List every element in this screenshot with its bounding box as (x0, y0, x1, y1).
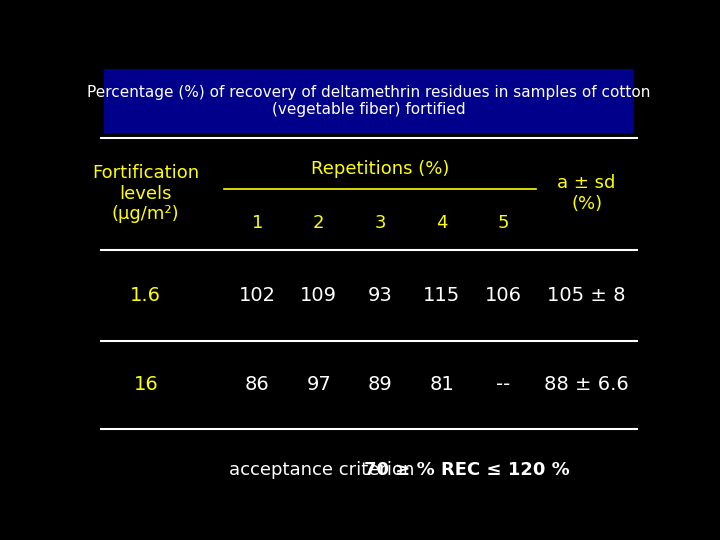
Text: --: -- (496, 375, 510, 394)
Text: 105 ± 8: 105 ± 8 (547, 286, 626, 305)
Text: 88 ± 6.6: 88 ± 6.6 (544, 375, 629, 394)
Text: 93: 93 (368, 286, 392, 305)
Text: 89: 89 (368, 375, 392, 394)
Text: acceptance criterion: acceptance criterion (229, 461, 420, 479)
Text: 2: 2 (313, 214, 325, 232)
Text: 97: 97 (307, 375, 331, 394)
Text: a ± sd
(%): a ± sd (%) (557, 174, 616, 213)
Text: 5: 5 (498, 214, 508, 232)
Text: Repetitions (%): Repetitions (%) (311, 160, 449, 178)
Text: 106: 106 (485, 286, 521, 305)
Text: 3: 3 (374, 214, 386, 232)
Text: Percentage (%) of recovery of deltamethrin residues in samples of cotton
(vegeta: Percentage (%) of recovery of deltamethr… (87, 85, 651, 117)
Text: 4: 4 (436, 214, 447, 232)
Text: 109: 109 (300, 286, 337, 305)
Text: 16: 16 (133, 375, 158, 394)
Text: 102: 102 (239, 286, 276, 305)
Text: 1.6: 1.6 (130, 286, 161, 305)
Text: 1: 1 (252, 214, 263, 232)
Text: Fortification
levels
(μg/m²): Fortification levels (μg/m²) (92, 164, 199, 224)
FancyBboxPatch shape (104, 69, 634, 133)
Text: 81: 81 (429, 375, 454, 394)
Text: 115: 115 (423, 286, 460, 305)
Text: 70 ≥ % REC ≤ 120 %: 70 ≥ % REC ≤ 120 % (364, 461, 570, 479)
Text: 86: 86 (245, 375, 270, 394)
